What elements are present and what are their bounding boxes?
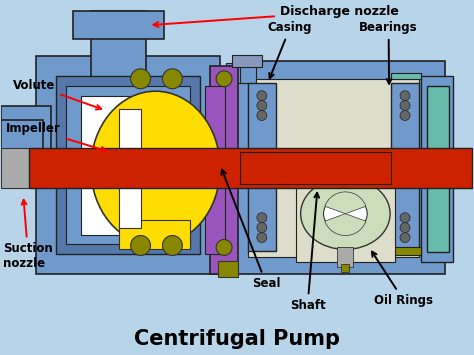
- Text: Bearings: Bearings: [359, 21, 418, 84]
- Bar: [118, 220, 190, 250]
- Bar: [421, 76, 453, 262]
- Text: Volute: Volute: [13, 79, 101, 109]
- Bar: [391, 73, 421, 79]
- Bar: [248, 83, 276, 251]
- Bar: [232, 55, 262, 67]
- Text: Suction
nozzle: Suction nozzle: [3, 200, 53, 270]
- Bar: [1, 148, 43, 188]
- Text: Centrifugal Pump: Centrifugal Pump: [134, 329, 340, 349]
- Bar: [218, 261, 238, 277]
- Bar: [1, 120, 43, 170]
- Bar: [56, 76, 200, 255]
- Bar: [81, 95, 175, 235]
- Bar: [236, 61, 445, 274]
- Text: Casing: Casing: [268, 21, 312, 78]
- Circle shape: [257, 223, 267, 233]
- Circle shape: [257, 100, 267, 110]
- Bar: [449, 148, 471, 188]
- Circle shape: [216, 71, 232, 87]
- Circle shape: [131, 235, 151, 255]
- Circle shape: [400, 91, 410, 100]
- Circle shape: [400, 233, 410, 242]
- Bar: [1, 105, 51, 185]
- Bar: [73, 11, 164, 39]
- Circle shape: [131, 69, 151, 89]
- Ellipse shape: [323, 196, 367, 231]
- Circle shape: [400, 213, 410, 223]
- Bar: [118, 168, 141, 228]
- Circle shape: [257, 91, 267, 100]
- Bar: [66, 86, 190, 245]
- Bar: [29, 148, 472, 188]
- Bar: [391, 83, 419, 251]
- Bar: [240, 152, 391, 184]
- Circle shape: [400, 100, 410, 110]
- Bar: [248, 79, 419, 257]
- Bar: [427, 86, 449, 252]
- Bar: [118, 109, 141, 168]
- Bar: [341, 264, 349, 272]
- Bar: [205, 86, 225, 255]
- Circle shape: [400, 110, 410, 120]
- Circle shape: [163, 69, 182, 89]
- Bar: [337, 247, 353, 267]
- Ellipse shape: [91, 91, 220, 245]
- Text: Shaft: Shaft: [290, 193, 326, 312]
- Circle shape: [257, 110, 267, 120]
- Bar: [240, 61, 256, 83]
- Text: Seal: Seal: [221, 170, 281, 290]
- Wedge shape: [325, 192, 366, 214]
- Bar: [36, 56, 220, 274]
- Circle shape: [216, 240, 232, 255]
- Text: Impeller: Impeller: [6, 122, 106, 152]
- Ellipse shape: [137, 149, 174, 187]
- Wedge shape: [325, 214, 366, 235]
- Circle shape: [400, 223, 410, 233]
- Bar: [91, 11, 146, 81]
- Ellipse shape: [301, 178, 390, 250]
- Circle shape: [257, 213, 267, 223]
- Text: Discharge nozzle: Discharge nozzle: [154, 5, 399, 27]
- Bar: [391, 247, 421, 255]
- Bar: [296, 175, 395, 262]
- Bar: [218, 148, 234, 166]
- Text: Oil Rings: Oil Rings: [372, 252, 433, 307]
- Bar: [226, 63, 248, 83]
- Circle shape: [257, 233, 267, 242]
- Circle shape: [163, 235, 182, 255]
- Bar: [210, 66, 238, 274]
